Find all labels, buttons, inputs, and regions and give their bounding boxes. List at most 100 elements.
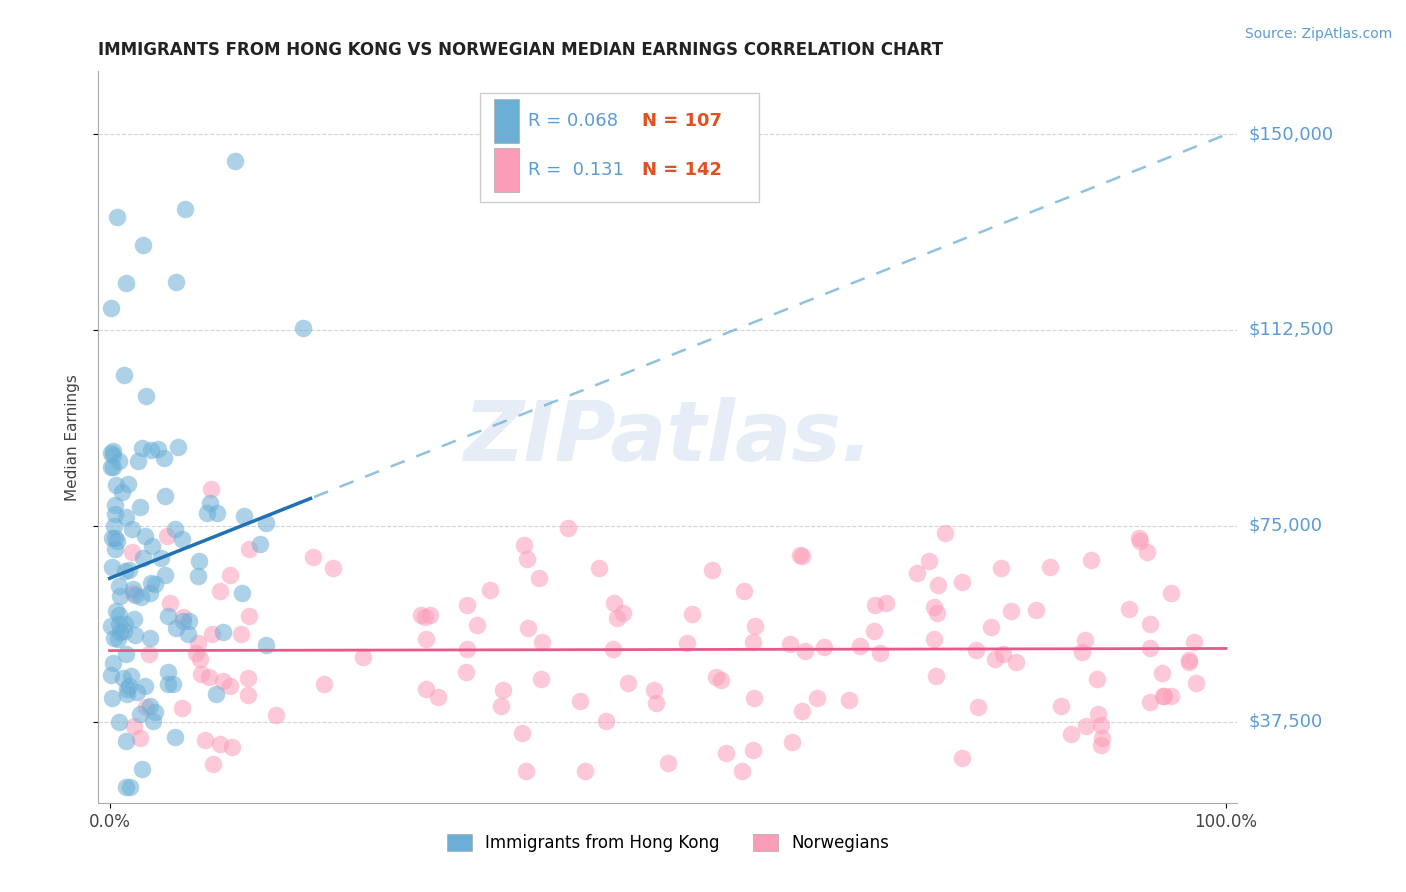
Point bbox=[710, 673, 733, 687]
Point bbox=[143, 705, 166, 719]
Point bbox=[865, 598, 887, 612]
Point bbox=[838, 693, 860, 707]
Point bbox=[1139, 695, 1161, 709]
Point bbox=[569, 694, 592, 708]
Point bbox=[117, 477, 139, 491]
Point bbox=[107, 454, 129, 468]
Point bbox=[212, 625, 235, 640]
Point bbox=[134, 529, 156, 543]
Point bbox=[100, 619, 122, 633]
Point bbox=[733, 584, 755, 599]
Point bbox=[249, 537, 271, 551]
Point bbox=[254, 639, 277, 653]
Point bbox=[165, 275, 187, 289]
Point bbox=[792, 549, 814, 564]
Point bbox=[465, 618, 488, 632]
Point bbox=[236, 688, 259, 702]
Point bbox=[922, 599, 945, 614]
Point bbox=[114, 647, 136, 661]
Point bbox=[643, 682, 665, 697]
Text: N = 142: N = 142 bbox=[641, 161, 721, 179]
Point bbox=[645, 696, 668, 710]
Point bbox=[135, 700, 157, 714]
Point bbox=[139, 586, 162, 600]
Point bbox=[135, 389, 157, 403]
Point bbox=[103, 631, 125, 645]
Point bbox=[231, 586, 253, 600]
Point bbox=[456, 598, 478, 612]
Point bbox=[731, 764, 754, 779]
Point bbox=[1152, 689, 1174, 703]
Point bbox=[104, 507, 127, 521]
Point bbox=[530, 672, 553, 686]
Point bbox=[1182, 635, 1205, 649]
Point bbox=[139, 632, 162, 646]
Point bbox=[924, 668, 946, 682]
Point bbox=[100, 668, 122, 682]
Point bbox=[125, 685, 148, 699]
Point bbox=[100, 531, 122, 545]
Point bbox=[138, 698, 160, 713]
Point bbox=[352, 650, 374, 665]
Point bbox=[1050, 698, 1073, 713]
Point bbox=[177, 627, 200, 641]
Point bbox=[153, 450, 176, 465]
Point bbox=[156, 677, 179, 691]
Point bbox=[174, 202, 197, 217]
Point bbox=[238, 609, 260, 624]
Point bbox=[704, 669, 727, 683]
Point bbox=[1000, 604, 1022, 618]
Point bbox=[131, 442, 153, 456]
Point bbox=[131, 591, 153, 605]
Point bbox=[411, 607, 433, 622]
Point bbox=[980, 620, 1002, 634]
Point bbox=[110, 625, 132, 640]
Point bbox=[100, 690, 122, 705]
Point bbox=[157, 609, 180, 624]
Point bbox=[531, 635, 554, 649]
Point bbox=[1074, 719, 1097, 733]
Point bbox=[162, 677, 184, 691]
Point bbox=[212, 673, 235, 688]
Point bbox=[967, 700, 990, 714]
Point bbox=[606, 611, 628, 625]
Point bbox=[141, 540, 163, 554]
Point bbox=[742, 691, 765, 706]
Point bbox=[927, 578, 949, 592]
Point bbox=[170, 701, 193, 715]
Point bbox=[322, 561, 344, 575]
Point bbox=[187, 636, 209, 650]
Point bbox=[849, 639, 872, 653]
Point bbox=[201, 756, 224, 771]
Point bbox=[101, 444, 124, 458]
Point bbox=[1178, 655, 1201, 669]
Text: IMMIGRANTS FROM HONG KONG VS NORWEGIAN MEDIAN EARNINGS CORRELATION CHART: IMMIGRANTS FROM HONG KONG VS NORWEGIAN M… bbox=[98, 41, 943, 59]
Point bbox=[112, 624, 135, 639]
Point bbox=[122, 582, 145, 597]
Point bbox=[118, 679, 141, 693]
Point bbox=[224, 153, 246, 168]
Point bbox=[1160, 586, 1182, 600]
Point bbox=[124, 612, 146, 626]
Point bbox=[167, 440, 190, 454]
Text: $112,500: $112,500 bbox=[1249, 321, 1334, 339]
Point bbox=[179, 614, 201, 628]
Point bbox=[115, 682, 138, 697]
Point bbox=[1177, 653, 1199, 667]
Point bbox=[172, 610, 194, 624]
Point bbox=[516, 551, 538, 566]
Point bbox=[1085, 672, 1108, 686]
Point bbox=[104, 531, 127, 545]
Point bbox=[869, 646, 891, 660]
Point bbox=[165, 621, 187, 635]
Point bbox=[415, 682, 437, 697]
Point bbox=[1118, 602, 1140, 616]
Point bbox=[101, 459, 124, 474]
Point bbox=[105, 210, 128, 224]
Point bbox=[121, 522, 143, 536]
Point bbox=[165, 730, 187, 744]
Point bbox=[205, 688, 228, 702]
Point bbox=[950, 751, 973, 765]
Point bbox=[108, 608, 131, 623]
Point bbox=[124, 588, 146, 602]
